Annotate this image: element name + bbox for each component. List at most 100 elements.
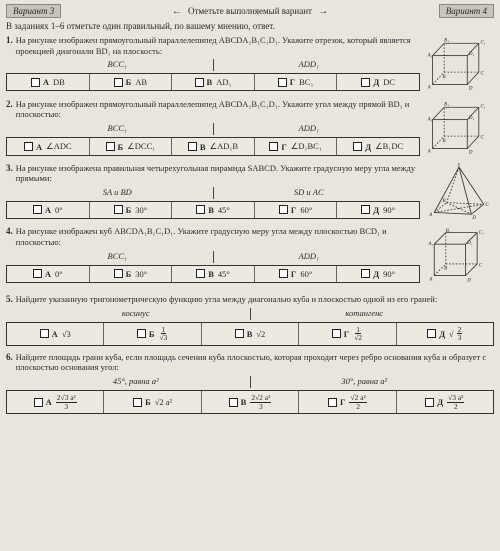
answer-option[interactable]: Б AB	[90, 74, 173, 90]
answer-option[interactable]: Б 30°	[90, 266, 173, 282]
answer-option[interactable]: Д 90°	[337, 266, 419, 282]
answer-option[interactable]: Б √2 a²	[104, 391, 201, 413]
answer-option[interactable]: Д √3 a²2	[397, 391, 493, 413]
answer-option[interactable]: В √2	[202, 323, 299, 345]
checkbox-icon[interactable]	[196, 205, 205, 214]
answer-option[interactable]: Г ∠D₁BC₁	[255, 138, 338, 155]
checkbox-icon[interactable]	[279, 205, 288, 214]
answer-option[interactable]: В AD₁	[172, 74, 255, 90]
task-text: 6. Найдите площадь грани куба, если площ…	[6, 352, 494, 373]
answer-option[interactable]: Г 60°	[255, 202, 338, 218]
answer-letter: Г	[340, 397, 345, 407]
answer-option[interactable]: А ∠ADC	[7, 138, 90, 155]
answer-option[interactable]: Г 60°	[255, 266, 338, 282]
checkbox-icon[interactable]	[196, 269, 205, 278]
task: 2. На рисунке изображен прямоугольный па…	[6, 99, 494, 157]
answer-option[interactable]: Б 30°	[90, 202, 173, 218]
column-labels: косинус котангенс	[6, 308, 494, 320]
answer-letter: Г	[290, 77, 295, 87]
answer-option[interactable]: Г √2 a²2	[299, 391, 396, 413]
answer-option[interactable]: В ∠AD₁B	[172, 138, 255, 155]
arrow-left-icon: ←	[172, 6, 182, 17]
checkbox-icon[interactable]	[114, 78, 123, 87]
task-number: 6.	[6, 352, 13, 363]
label-right: ADD₁	[218, 59, 401, 71]
worksheet-page: Вариант 3 ← Отметьте выполняемый вариант…	[0, 0, 500, 551]
checkbox-icon[interactable]	[328, 398, 337, 407]
svg-text:C: C	[479, 264, 483, 269]
checkbox-icon[interactable]	[195, 78, 204, 87]
checkbox-icon[interactable]	[31, 78, 40, 87]
label-left: косинус	[26, 308, 246, 320]
answer-letter: В	[200, 142, 206, 152]
answer-bar: А 0° Б 30° В 45° Г 60° Д 90°	[6, 201, 420, 219]
checkbox-icon[interactable]	[34, 398, 43, 407]
svg-text:C: C	[485, 202, 489, 207]
answer-option[interactable]: Б 1√3	[104, 323, 201, 345]
checkbox-icon[interactable]	[425, 398, 434, 407]
svg-text:B: B	[443, 198, 446, 203]
checkbox-icon[interactable]	[235, 329, 244, 338]
answer-option[interactable]: Г 1√2	[299, 323, 396, 345]
checkbox-icon[interactable]	[114, 205, 123, 214]
svg-text:C₁: C₁	[480, 104, 485, 109]
answer-letter: А	[52, 329, 58, 339]
answer-option[interactable]: Д 90°	[337, 202, 419, 218]
answer-letter: Г	[291, 269, 296, 279]
checkbox-icon[interactable]	[137, 329, 146, 338]
task-number: 3.	[6, 163, 13, 174]
answer-option[interactable]: Г BC₁	[255, 74, 338, 90]
svg-text:A: A	[427, 149, 432, 154]
checkbox-icon[interactable]	[353, 142, 362, 151]
svg-text:B₁: B₁	[444, 39, 449, 44]
checkbox-icon[interactable]	[114, 269, 123, 278]
answer-letter: Б	[118, 142, 124, 152]
checkbox-icon[interactable]	[427, 329, 436, 338]
checkbox-icon[interactable]	[361, 269, 370, 278]
answer-bar: А 0° Б 30° В 45° Г 60° Д 90°	[6, 265, 420, 283]
svg-text:S: S	[457, 163, 460, 168]
checkbox-icon[interactable]	[332, 329, 341, 338]
header-center: ← Отметьте выполняемый вариант →	[61, 6, 439, 17]
checkbox-icon[interactable]	[24, 142, 33, 151]
task: 4. На рисунке изображен куб ABCDA₁B₁C₁D₁…	[6, 226, 494, 288]
label-right: SD и AC	[218, 187, 401, 199]
answer-option[interactable]: В 45°	[172, 202, 255, 218]
column-labels: BCC₁ ADD₁	[6, 59, 420, 71]
svg-text:C: C	[480, 135, 484, 140]
checkbox-icon[interactable]	[40, 329, 49, 338]
checkbox-icon[interactable]	[229, 398, 238, 407]
answer-option[interactable]: В 2√2 a²3	[202, 391, 299, 413]
checkbox-icon[interactable]	[278, 78, 287, 87]
svg-text:B₁: B₁	[444, 102, 449, 107]
checkbox-icon[interactable]	[279, 269, 288, 278]
answer-option[interactable]: Д DC	[337, 74, 419, 90]
checkbox-icon[interactable]	[361, 205, 370, 214]
checkbox-icon[interactable]	[33, 269, 42, 278]
pyramid-figure: S ABCD	[426, 163, 492, 221]
svg-text:C₁: C₁	[479, 231, 484, 236]
checkbox-icon[interactable]	[361, 78, 370, 87]
answer-option[interactable]: А √3	[7, 323, 104, 345]
variant-left-tab: Вариант 3	[6, 4, 61, 18]
label-right: 30°, равна a²	[255, 376, 475, 388]
svg-text:C₁: C₁	[480, 40, 485, 45]
checkbox-icon[interactable]	[106, 142, 115, 151]
checkbox-icon[interactable]	[188, 142, 197, 151]
answer-option[interactable]: Д √23	[397, 323, 493, 345]
svg-text:A: A	[428, 212, 433, 217]
checkbox-icon[interactable]	[33, 205, 42, 214]
answer-option[interactable]: В 45°	[172, 266, 255, 282]
answer-option[interactable]: А 0°	[7, 266, 90, 282]
answer-letter: В	[207, 77, 213, 87]
checkbox-icon[interactable]	[269, 142, 278, 151]
label-left: 45°, равна a²	[26, 376, 246, 388]
answer-option[interactable]: Б ∠DCC₁	[90, 138, 173, 155]
checkbox-icon[interactable]	[133, 398, 142, 407]
task: 1. На рисунке изображен прямоугольный па…	[6, 35, 494, 93]
svg-text:B₁: B₁	[446, 229, 451, 234]
answer-option[interactable]: А 2√3 a²3	[7, 391, 104, 413]
answer-option[interactable]: А DB	[7, 74, 90, 90]
answer-option[interactable]: А 0°	[7, 202, 90, 218]
answer-option[interactable]: Д ∠B₁DC	[337, 138, 419, 155]
